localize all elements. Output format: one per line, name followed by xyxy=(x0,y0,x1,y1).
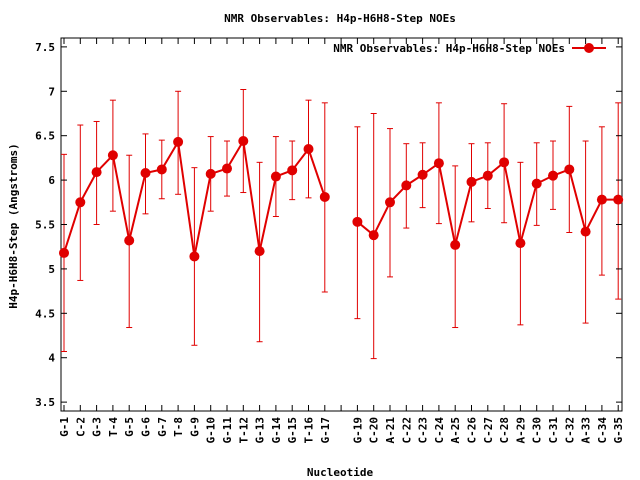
data-point xyxy=(107,150,118,161)
chart-title: NMR Observables: H4p-H6H8-Step NOEs xyxy=(224,12,456,25)
plot-area xyxy=(59,37,624,412)
y-tick-label: 6 xyxy=(48,174,55,187)
data-point xyxy=(238,136,249,147)
x-tick-label: G-7 xyxy=(156,417,169,437)
x-tick-label: G-1 xyxy=(58,417,71,437)
x-tick-label: C-32 xyxy=(563,417,576,444)
data-point xyxy=(205,168,216,179)
data-point xyxy=(401,180,412,191)
data-point xyxy=(189,251,200,262)
y-tick-label: 5 xyxy=(48,263,55,276)
data-point xyxy=(499,157,510,168)
data-point xyxy=(482,170,493,181)
data-point xyxy=(596,194,607,205)
x-tick-label: C-27 xyxy=(482,417,495,444)
x-tick-label: T-8 xyxy=(172,417,185,437)
x-tick-label: C-34 xyxy=(596,417,609,444)
data-point xyxy=(466,176,477,187)
x-tick-label: C-23 xyxy=(417,417,430,444)
x-tick-label: T-12 xyxy=(237,417,250,444)
x-tick-label: C-22 xyxy=(400,417,413,444)
data-point xyxy=(433,158,444,169)
data-point xyxy=(59,247,69,258)
x-tick-label: G-19 xyxy=(351,417,364,444)
y-tick-label: 5.5 xyxy=(35,219,55,232)
legend-label: NMR Observables: H4p-H6H8-Step NOEs xyxy=(333,42,565,55)
y-axis-label: H4p-H6H8-Step (Angstroms) xyxy=(7,143,20,309)
x-tick-label: G-9 xyxy=(188,417,201,437)
x-tick-label: C-20 xyxy=(368,417,381,444)
data-point xyxy=(140,167,151,178)
x-tick-label: C-26 xyxy=(466,417,479,444)
data-point xyxy=(124,235,135,246)
data-point xyxy=(352,216,363,227)
x-tick-label: G-3 xyxy=(91,417,104,437)
x-tick-label: G-11 xyxy=(221,417,234,444)
x-tick-label: T-16 xyxy=(303,417,316,444)
data-point xyxy=(222,163,232,174)
x-tick-label: G-35 xyxy=(612,417,625,444)
x-tick-label: C-28 xyxy=(498,417,511,444)
y-tick-label: 7.5 xyxy=(35,41,55,54)
x-tick-label: A-33 xyxy=(580,417,593,444)
x-tick-label: G-17 xyxy=(319,417,332,444)
data-point xyxy=(270,171,281,182)
data-point xyxy=(515,238,526,249)
y-tick-label: 4.5 xyxy=(35,307,55,320)
y-tick-label: 3.5 xyxy=(35,396,55,409)
x-tick-label: G-15 xyxy=(286,417,299,444)
data-point xyxy=(613,194,624,205)
legend: NMR Observables: H4p-H6H8-Step NOEs xyxy=(333,42,606,55)
data-point xyxy=(385,197,395,208)
x-tick-label: C-2 xyxy=(74,417,87,437)
data-point xyxy=(91,167,102,178)
x-tick-label: T-4 xyxy=(107,417,120,437)
x-tick-label: G-13 xyxy=(254,417,267,444)
x-tick-label: G-5 xyxy=(123,417,136,437)
x-tick-label: C-24 xyxy=(433,417,446,444)
x-tick-label: G-14 xyxy=(270,417,283,444)
legend-marker xyxy=(584,43,594,53)
data-point xyxy=(564,164,575,175)
data-point xyxy=(303,144,314,155)
y-tick-label: 4 xyxy=(48,352,55,365)
y-tick-label: 7 xyxy=(48,85,55,98)
x-tick-label: C-30 xyxy=(531,417,544,444)
x-tick-label: A-25 xyxy=(449,417,462,444)
x-tick-label: C-31 xyxy=(547,417,560,444)
data-point xyxy=(531,178,542,189)
data-point xyxy=(287,165,298,176)
data-point xyxy=(417,169,428,180)
data-point xyxy=(548,170,558,181)
data-point xyxy=(75,197,86,208)
y-tick-label: 6.5 xyxy=(35,130,55,143)
data-point xyxy=(156,164,167,175)
data-point xyxy=(319,191,330,202)
x-tick-label: A-29 xyxy=(514,417,527,444)
x-tick-label: G-6 xyxy=(140,417,153,437)
data-point xyxy=(173,136,184,147)
data-point xyxy=(580,226,591,237)
data-point xyxy=(368,230,379,241)
x-axis-label: Nucleotide xyxy=(307,466,374,479)
plot-frame xyxy=(60,37,623,412)
x-tick-label: A-21 xyxy=(384,417,397,444)
data-point xyxy=(450,239,461,250)
y-axis: 3.5 4 4.5 5 5.5 6 6.5 7 7.5 xyxy=(35,41,622,409)
x-axis: G-1 C-2 G-3 T-4 G-5 G-6 G-7 T-8 G-9 G-10 G-11 T-12 G… xyxy=(58,38,625,444)
data-point xyxy=(254,246,265,257)
x-tick-label: G-10 xyxy=(205,417,218,444)
